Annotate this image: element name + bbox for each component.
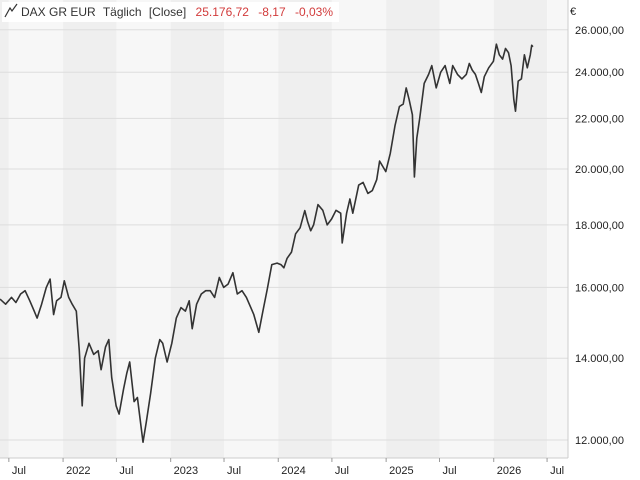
background-band xyxy=(278,0,332,458)
y-tick-label: 14.000,00 xyxy=(575,353,624,365)
y-tick-label: 24.000,00 xyxy=(575,67,624,79)
y-tick-label: 26.000,00 xyxy=(575,25,624,37)
y-axis-unit: € xyxy=(570,6,576,18)
series-layer xyxy=(0,43,534,443)
y-axis: € 12.000,00 14.000,00 16.000,00 18.000,00 20… xyxy=(567,0,624,458)
background-band xyxy=(547,0,568,458)
background-band xyxy=(170,0,225,458)
price-line xyxy=(0,43,534,443)
svg-text:DAX GR EUR Täglich: DAX GR EUR Täglich [Close] 25.176,72 -8,… xyxy=(21,5,333,19)
legend-background xyxy=(2,2,339,22)
background-band xyxy=(0,0,9,458)
background-band xyxy=(493,0,548,458)
background-band xyxy=(63,0,117,458)
legend-change-pct: -0,03% xyxy=(295,5,333,19)
x-tick-label: Jul xyxy=(335,465,349,477)
x-tick-label: Jul xyxy=(12,465,26,477)
x-tick-label: 2025 xyxy=(389,465,413,477)
legend-change: -8,17 xyxy=(258,5,286,19)
y-tick-label: 16.000,00 xyxy=(575,282,624,294)
background-band xyxy=(116,0,171,458)
background-band xyxy=(8,0,64,458)
x-axis: Jul 2022 Jul 2023 Jul 2024 Jul 2025 Jul 2026 Jul xyxy=(0,457,568,477)
x-tick-label: 2024 xyxy=(281,465,305,477)
background-band xyxy=(439,0,494,458)
legend-mode: [Close] xyxy=(149,5,186,19)
x-tick-label: 2022 xyxy=(66,465,90,477)
line-chart-icon xyxy=(4,3,18,18)
legend-last-value: 25.176,72 xyxy=(196,5,250,19)
background-band xyxy=(331,0,387,458)
background-bands xyxy=(0,0,568,458)
legend-name: DAX GR EUR xyxy=(21,5,96,19)
legend-interval: Täglich xyxy=(103,5,142,19)
chart-legend: DAX GR EUR Täglich [Close] 25.176,72 -8,… xyxy=(2,2,339,22)
x-tick-label: Jul xyxy=(227,465,241,477)
x-tick-label: Jul xyxy=(550,465,564,477)
x-tick-label: 2026 xyxy=(497,465,521,477)
y-tick-label: 12.000,00 xyxy=(575,435,624,447)
y-tick-label: 22.000,00 xyxy=(575,113,624,125)
y-tick-label: 20.000,00 xyxy=(575,164,624,176)
x-tick-label: Jul xyxy=(442,465,456,477)
x-tick-label: Jul xyxy=(119,465,133,477)
background-band xyxy=(224,0,279,458)
x-tick-label: 2023 xyxy=(174,465,198,477)
y-tick-label: 18.000,00 xyxy=(575,220,624,232)
background-band xyxy=(386,0,440,458)
